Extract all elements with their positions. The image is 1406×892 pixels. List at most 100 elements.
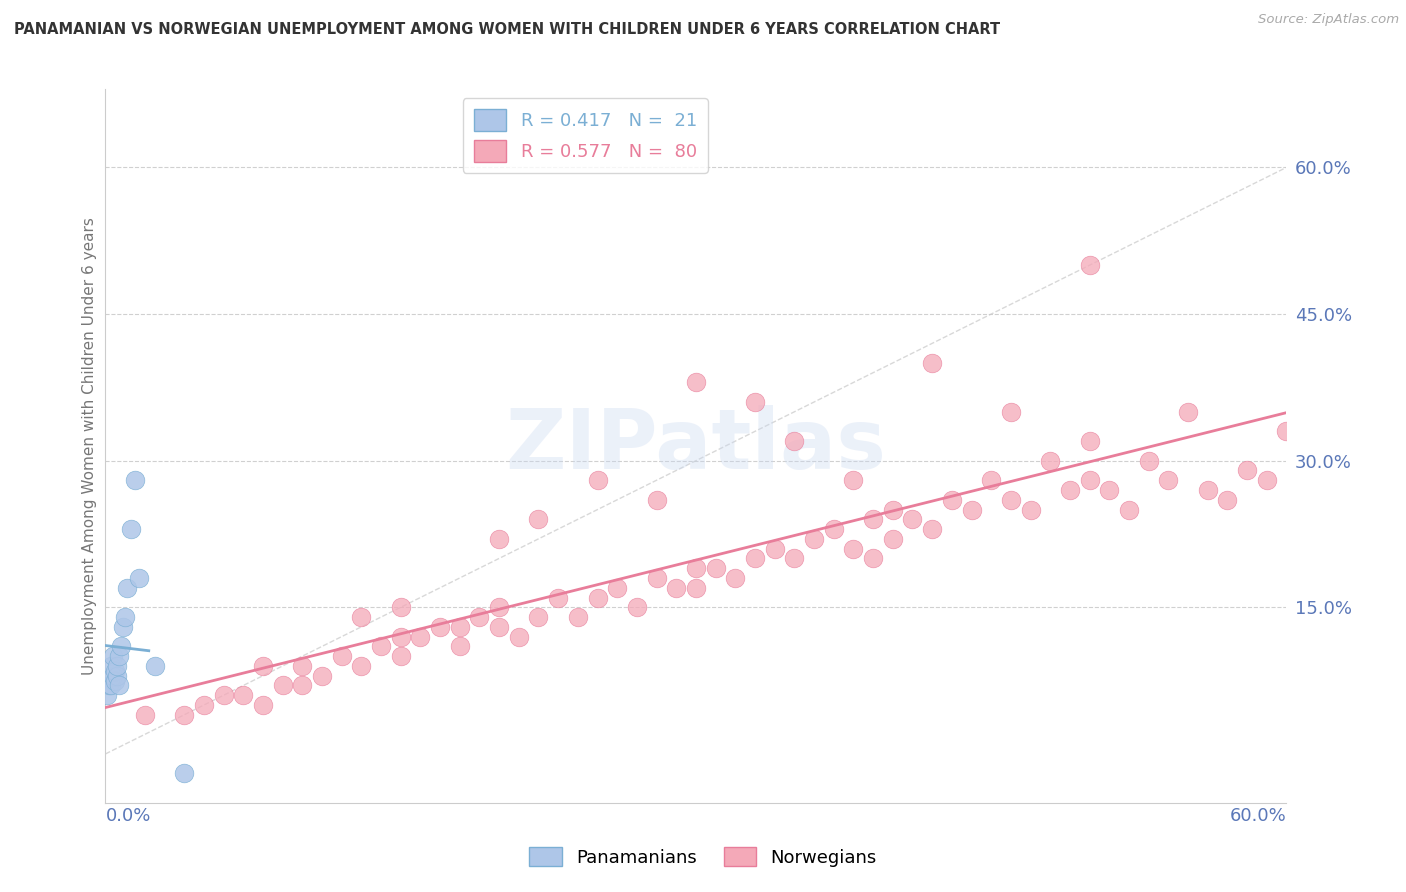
Point	[1275, 425, 1298, 439]
Point	[350, 659, 373, 673]
Point	[527, 512, 550, 526]
Point	[1256, 473, 1278, 487]
Point	[350, 610, 373, 624]
Point	[311, 669, 333, 683]
Text: PANAMANIAN VS NORWEGIAN UNEMPLOYMENT AMONG WOMEN WITH CHILDREN UNDER 6 YEARS COR: PANAMANIAN VS NORWEGIAN UNEMPLOYMENT AMO…	[14, 22, 1000, 37]
Point	[882, 532, 904, 546]
Point	[105, 669, 128, 683]
Point	[128, 571, 150, 585]
Point	[1078, 473, 1101, 487]
Point	[1216, 492, 1239, 507]
Point	[842, 541, 865, 556]
Point	[803, 532, 825, 546]
Point	[449, 640, 471, 654]
Text: ZIPatlas: ZIPatlas	[506, 406, 886, 486]
Point	[468, 610, 491, 624]
Point	[1059, 483, 1081, 497]
Point	[389, 649, 412, 664]
Point	[1000, 492, 1022, 507]
Point	[626, 600, 648, 615]
Text: Source: ZipAtlas.com: Source: ZipAtlas.com	[1258, 13, 1399, 27]
Text: 0.0%: 0.0%	[105, 807, 150, 825]
Point	[763, 541, 786, 556]
Point	[173, 766, 195, 780]
Point	[645, 571, 668, 585]
Point	[842, 473, 865, 487]
Point	[104, 673, 127, 688]
Point	[1137, 453, 1160, 467]
Point	[103, 669, 125, 683]
Point	[112, 620, 135, 634]
Point	[124, 473, 146, 487]
Point	[704, 561, 727, 575]
Point	[567, 610, 589, 624]
Point	[110, 640, 132, 654]
Point	[429, 620, 451, 634]
Point	[960, 502, 983, 516]
Point	[232, 688, 254, 702]
Point	[862, 512, 884, 526]
Point	[271, 678, 294, 692]
Point	[488, 532, 510, 546]
Point	[1197, 483, 1219, 497]
Point	[98, 678, 121, 692]
Point	[103, 649, 125, 664]
Point	[941, 492, 963, 507]
Point	[527, 610, 550, 624]
Point	[921, 522, 943, 536]
Point	[901, 512, 924, 526]
Point	[115, 581, 138, 595]
Point	[1019, 502, 1042, 516]
Point	[120, 522, 142, 536]
Point	[1098, 483, 1121, 497]
Point	[1078, 258, 1101, 272]
Point	[108, 678, 131, 692]
Point	[744, 551, 766, 566]
Point	[100, 659, 122, 673]
Point	[488, 620, 510, 634]
Y-axis label: Unemployment Among Women with Children Under 6 years: Unemployment Among Women with Children U…	[82, 217, 97, 675]
Point	[449, 620, 471, 634]
Point	[1177, 405, 1199, 419]
Point	[252, 698, 274, 712]
Point	[882, 502, 904, 516]
Point	[389, 630, 412, 644]
Point	[1118, 502, 1140, 516]
Point	[134, 707, 156, 722]
Point	[665, 581, 688, 595]
Point	[291, 678, 314, 692]
Point	[1236, 463, 1258, 477]
Legend: R = 0.417   N =  21, R = 0.577   N =  80: R = 0.417 N = 21, R = 0.577 N = 80	[463, 98, 707, 173]
Point	[783, 551, 806, 566]
Point	[252, 659, 274, 673]
Point	[823, 522, 845, 536]
Point	[291, 659, 314, 673]
Point	[508, 630, 530, 644]
Point	[389, 600, 412, 615]
Point	[586, 591, 609, 605]
Point	[100, 678, 122, 692]
Point	[96, 688, 118, 702]
Point	[114, 610, 136, 624]
Point	[685, 376, 707, 390]
Point	[645, 492, 668, 507]
Point	[606, 581, 628, 595]
Point	[1000, 405, 1022, 419]
Point	[724, 571, 747, 585]
Point	[862, 551, 884, 566]
Point	[212, 688, 235, 702]
Legend: Panamanians, Norwegians: Panamanians, Norwegians	[522, 840, 884, 874]
Point	[1157, 473, 1180, 487]
Point	[547, 591, 569, 605]
Point	[108, 649, 131, 664]
Point	[104, 664, 127, 678]
Point	[744, 395, 766, 409]
Point	[193, 698, 215, 712]
Point	[1078, 434, 1101, 449]
Point	[685, 581, 707, 595]
Point	[921, 356, 943, 370]
Point	[980, 473, 1002, 487]
Point	[105, 659, 128, 673]
Point	[143, 659, 166, 673]
Point	[685, 561, 707, 575]
